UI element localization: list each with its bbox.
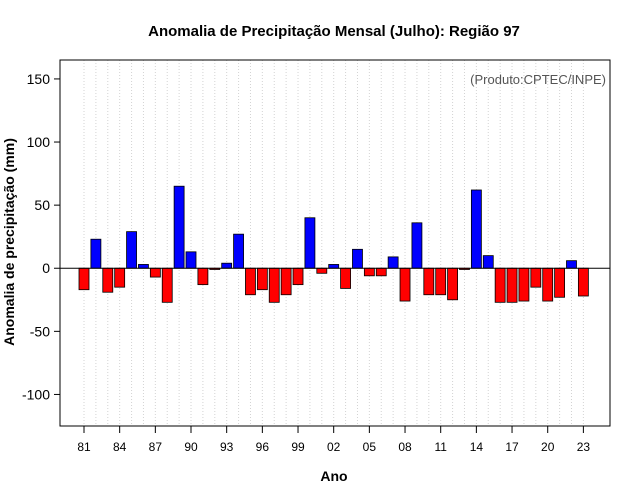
bar-2023 [577,267,589,297]
y-tick-label: 50 [34,197,50,213]
bar-2004 [352,248,363,269]
grid-lines [83,60,584,426]
bar-1982 [90,238,102,269]
x-tick-label: 81 [77,440,91,454]
x-tick-label: 11 [434,440,447,454]
bar-2015 [482,255,494,269]
chart-title: Anomalia de Precipitação Mensal (Julho):… [148,23,520,40]
x-tick-label: 14 [470,440,484,454]
bar-2014 [470,189,482,269]
bar-1981 [78,267,90,291]
bar-1990 [185,251,197,269]
x-axis-label: Ano [320,468,347,484]
bar-1995 [245,267,256,296]
y-axis: -100 -50 0 50 100 150 [22,71,60,402]
bar-1991 [197,267,209,286]
x-tick-label: 90 [184,440,198,454]
bar-1985 [126,231,137,269]
bar-1987 [149,267,161,278]
y-axis-label: Anomalia de precipitação (mm) [1,138,17,346]
bar-1988 [161,267,173,303]
bar-1997 [268,267,280,303]
bar-1996 [256,267,268,291]
x-tick-label: 08 [398,440,412,454]
x-tick-label: 17 [505,440,519,454]
bar-2002 [328,264,340,269]
x-tick-label: 99 [291,440,305,454]
x-tick-label: 02 [327,440,341,454]
x-tick-label: 05 [363,440,377,454]
source-annotation: (Produto:CPTEC/INPE) [470,72,606,87]
plot-frame [59,59,611,427]
bar-2000 [304,217,316,269]
x-axis: 81 84 87 90 93 96 99 02 05 08 11 14 17 20 23 [77,426,590,454]
y-tick-label: -50 [30,323,50,339]
x-tick-label: 23 [577,440,591,454]
bar-2010 [423,267,435,296]
bar-1993 [221,262,233,269]
x-tick-label: 87 [149,440,163,454]
bar-2019 [530,267,542,288]
x-tick-label: 93 [220,440,234,454]
bars [78,185,589,303]
x-tick-label: 96 [256,440,270,454]
bar-2011 [435,267,447,296]
bar-1984 [114,267,126,288]
bar-1999 [292,267,304,286]
bar-1994 [233,233,244,269]
bar-2018 [518,267,530,302]
x-tick-label: 20 [541,440,555,454]
bar-1989 [173,185,185,269]
y-tick-label: 100 [27,134,51,150]
y-tick-label: 0 [42,260,50,276]
bar-2012 [447,267,458,301]
bar-2009 [411,222,423,269]
y-tick-label: -100 [22,386,50,402]
bar-2008 [399,267,411,302]
bar-2016 [494,267,506,303]
bar-2020 [542,267,554,302]
bar-2007 [387,256,399,269]
bar-2003 [340,267,351,289]
x-tick-label: 84 [113,440,127,454]
bar-1998 [280,267,292,296]
y-tick-label: 150 [27,71,51,87]
bar-1986 [138,264,149,269]
bar-2021 [554,267,565,298]
bar-2017 [506,267,518,303]
bar-2022 [566,260,577,269]
bar-1983 [102,267,114,293]
bar-2006 [375,267,387,277]
bar-2005 [363,267,375,277]
bar-2001 [316,267,328,274]
